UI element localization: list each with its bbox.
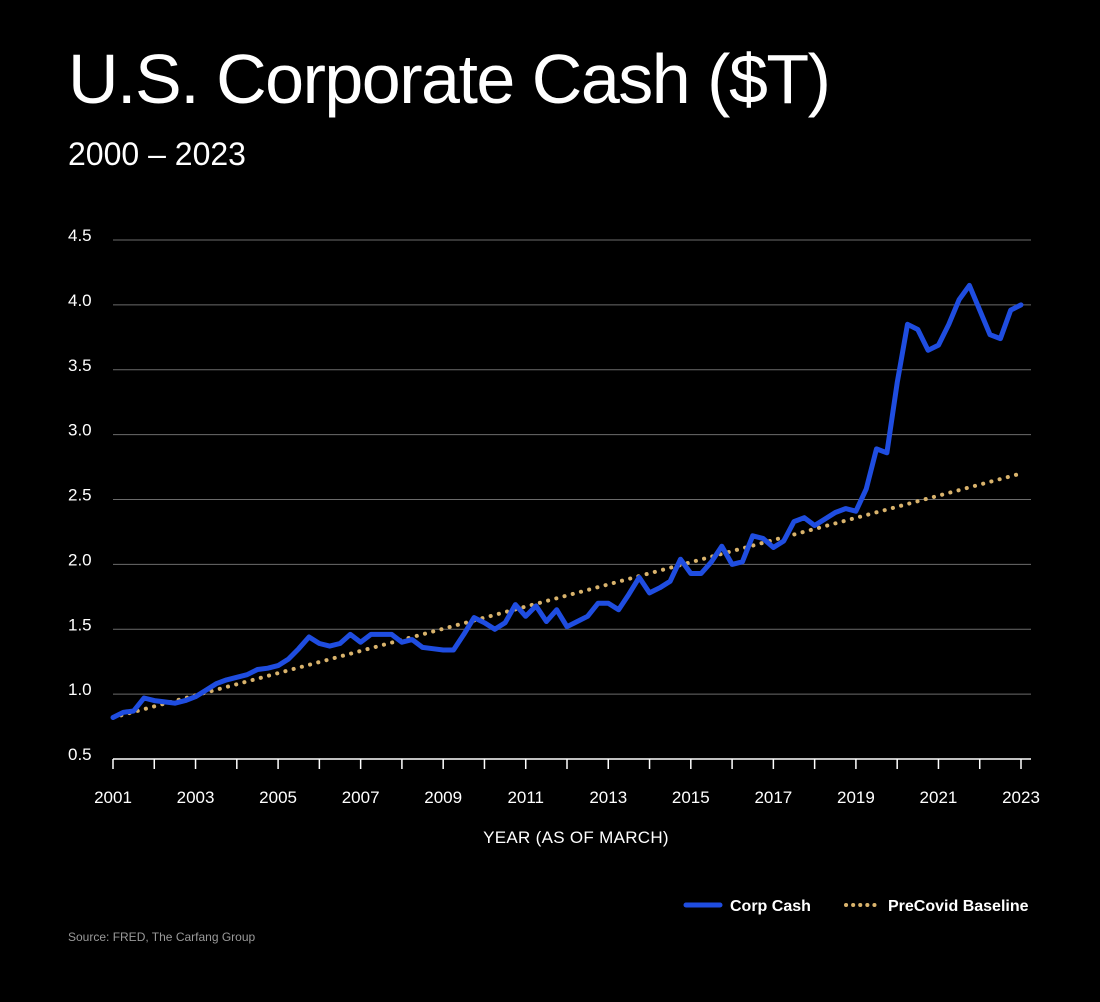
x-tick-label: 2023: [1002, 788, 1040, 807]
x-tick-label: 2017: [754, 788, 792, 807]
x-tick-label: 2015: [672, 788, 710, 807]
x-tick-label: 2019: [837, 788, 875, 807]
x-axis: 2001 2003 2005 2007 2009 2011 2013 2015 2017 2019…: [94, 758, 1040, 807]
y-tick-label: 2.0: [68, 550, 92, 569]
y-tick-label: 4.0: [68, 291, 92, 310]
gridlines: [113, 239, 1031, 760]
y-tick-label: 1.0: [68, 680, 92, 699]
x-tick-label: 2007: [342, 788, 380, 807]
series-layer: [110, 282, 1024, 720]
source-note: Source: FRED, The Carfang Group: [68, 930, 256, 944]
series-line-corp-cash: [110, 282, 1024, 720]
chart-title: U.S. Corporate Cash ($T): [68, 40, 831, 118]
x-axis-label: YEAR (AS OF MARCH): [483, 828, 669, 847]
legend-label-precovid-baseline: PreCovid Baseline: [888, 898, 1029, 915]
x-tick-label: 2009: [424, 788, 462, 807]
x-tick-label: 2011: [507, 788, 544, 807]
chart-subtitle: 2000 – 2023: [68, 136, 246, 172]
y-tick-label: 1.5: [68, 615, 92, 634]
y-axis-ticks: 4.5 4.0 3.5 3.0 2.5 2.0 1.5 1.0 0.5: [68, 226, 92, 764]
legend: Corp Cash PreCovid Baseline: [683, 898, 1029, 915]
y-tick-label: 3.5: [68, 356, 92, 375]
legend-label-corp-cash: Corp Cash: [730, 898, 811, 915]
series-line-precovid-baseline: [111, 471, 1023, 720]
y-tick-label: 2.5: [68, 486, 92, 505]
x-tick-label: 2005: [259, 788, 297, 807]
x-tick-label: 2003: [177, 788, 215, 807]
x-tick-label: 2013: [589, 788, 627, 807]
x-tick-label: 2001: [94, 788, 132, 807]
y-tick-label: 3.0: [68, 421, 92, 440]
y-tick-label: 0.5: [68, 745, 92, 764]
y-tick-label: 4.5: [68, 226, 92, 245]
x-tick-label: 2021: [920, 788, 958, 807]
